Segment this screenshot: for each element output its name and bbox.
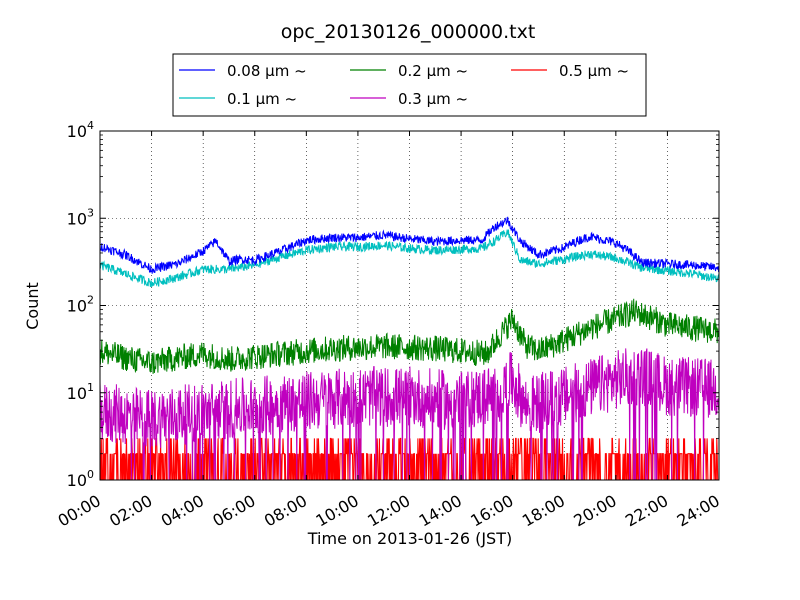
y-tick-label-exponent: 4 xyxy=(87,119,94,132)
y-tick-label-base: 10 xyxy=(67,471,87,490)
y-tick-label-base: 10 xyxy=(67,297,87,316)
y-tick-label-exponent: 1 xyxy=(87,381,94,394)
legend-label-0.3um: 0.3 μm ~ xyxy=(398,90,468,108)
y-tick-label-base: 10 xyxy=(67,122,87,141)
chart-title: opc_20130126_000000.txt xyxy=(281,21,536,43)
y-tick-label: 103 xyxy=(67,206,94,228)
series-line-1 xyxy=(100,229,719,288)
x-axis-title: Time on 2013-01-26 (JST) xyxy=(307,529,512,548)
series-group xyxy=(100,216,719,480)
plot-area xyxy=(100,216,719,480)
y-tick-label-base: 10 xyxy=(67,209,87,228)
y-tick-label: 102 xyxy=(67,294,94,316)
legend-label-0.08um: 0.08 μm ~ xyxy=(227,62,307,80)
legend-box xyxy=(172,53,647,117)
y-axis-title: Count xyxy=(23,282,42,330)
series-line-3 xyxy=(100,348,719,480)
y-tick-label-base: 10 xyxy=(67,384,87,403)
y-tick-label: 104 xyxy=(67,119,94,141)
y-tick-label-exponent: 3 xyxy=(87,206,94,219)
legend-label-0.5um: 0.5 μm ~ xyxy=(559,62,629,80)
legend: 0.08 μm ~ 0.1 μm ~ 0.2 μm ~ 0.3 μm ~ 0.5… xyxy=(172,53,647,117)
legend-label-0.2um: 0.2 μm ~ xyxy=(398,62,468,80)
y-tick-label: 100 xyxy=(67,468,94,490)
series-line-2 xyxy=(100,298,719,374)
y-tick-label-exponent: 2 xyxy=(87,294,94,307)
legend-label-0.1um: 0.1 μm ~ xyxy=(227,90,297,108)
y-tick-label-exponent: 0 xyxy=(87,468,94,481)
series-line-0 xyxy=(100,216,719,274)
y-tick-label: 101 xyxy=(67,381,94,403)
